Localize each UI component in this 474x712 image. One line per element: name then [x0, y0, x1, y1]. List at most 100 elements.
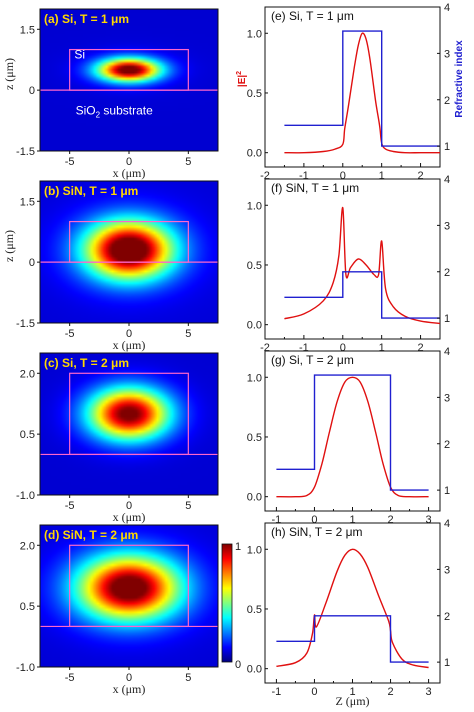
- plot-frame: [264, 178, 441, 340]
- x-tick-label: 2: [387, 686, 393, 698]
- plot-title: (h) SiN, T = 2 μm: [271, 525, 363, 539]
- right-y-tick-label: 2: [444, 439, 450, 451]
- y-tick-label: 0: [29, 85, 35, 97]
- y-axis-label: z (μm): [2, 230, 16, 262]
- y-tick-label: 2.0: [20, 368, 35, 380]
- x-tick-label: -2: [260, 342, 270, 354]
- plot-title: (f) SiN, T = 1 μm: [271, 181, 359, 195]
- field-intensity-line: [284, 32, 440, 154]
- left-y-tick-label: 0.0: [247, 492, 262, 504]
- left-y-tick-label: 1.0: [247, 372, 262, 384]
- x-tick-label: -1: [299, 342, 309, 354]
- right-y-tick-label: 3: [444, 392, 450, 404]
- x-tick-label: 0: [311, 514, 317, 526]
- colorbar: 10: [221, 541, 241, 671]
- mode-panel-b: (b) SiN, T = 1 μm 1.5 0 -1.5 -5 0 5 x (μm) z (μm…: [2, 180, 219, 352]
- panel-label: (b) SiN, T = 1 μm: [44, 184, 138, 198]
- waveguide-outline: [69, 48, 189, 91]
- x-tick-label: 0: [126, 156, 132, 168]
- left-y-tick-label: 0.0: [247, 320, 262, 332]
- colorbar-gradient: [221, 543, 233, 663]
- mode-field-image: [40, 353, 218, 495]
- left-y-tick-label: 1.0: [247, 200, 262, 212]
- plot-frame: [264, 522, 441, 684]
- x-tick-label: 1: [379, 342, 385, 354]
- right-y-tick-label: 4: [444, 518, 450, 530]
- y-tick-label: -1.0: [16, 490, 35, 502]
- right-y-tick-label: 1: [444, 141, 450, 153]
- y-tick-label: 0.5: [20, 601, 35, 613]
- right-y-tick-label: 2: [444, 267, 450, 279]
- x-tick-label: 3: [426, 686, 432, 698]
- y-tick-label: 2.0: [20, 540, 35, 552]
- x-tick-label: 5: [185, 500, 191, 512]
- field-intensity-line: [276, 376, 429, 498]
- x-tick-label: -5: [65, 328, 75, 340]
- colorbar-tick-label: 0: [235, 659, 241, 671]
- mode-field-image: [40, 9, 218, 151]
- x-axis-label: x (μm): [113, 682, 146, 696]
- right-y-tick-label: 4: [444, 346, 450, 358]
- y-tick-label: -1.0: [16, 662, 35, 674]
- right-y-tick-label: 4: [444, 174, 450, 186]
- right-y-tick-label: 2: [444, 95, 450, 107]
- x-axis-label: x (μm): [113, 166, 146, 180]
- region-label: Si: [74, 47, 85, 61]
- refractive-index-line: [284, 271, 440, 319]
- waveguide-outline: [69, 372, 189, 456]
- x-tick-label: 1: [379, 170, 385, 182]
- colorbar-tick-label: 1: [235, 541, 241, 553]
- x-tick-label: 0: [126, 500, 132, 512]
- y-tick-label: -1.5: [16, 146, 35, 158]
- refractive-index-line: [276, 374, 429, 491]
- line-plot-panels: 0.0 0.5 1.0 1 2 3 4 -2 -1 0 1 2 Z (μm) (e) Si, T = 1 …: [236, 2, 465, 708]
- y-tick-label: 0.5: [20, 429, 35, 441]
- x-tick-label: -5: [65, 156, 75, 168]
- plot-title: (g) Si, T = 2 μm: [271, 353, 354, 367]
- y-tick-label: 1.5: [20, 24, 35, 36]
- x-tick-label: 0: [340, 342, 346, 354]
- x-tick-label: 2: [387, 514, 393, 526]
- left-y-tick-label: 0.5: [247, 88, 262, 100]
- left-y-tick-label: 0.0: [247, 664, 262, 676]
- field-intensity-line: [284, 206, 441, 325]
- plot-title: (e) Si, T = 1 μm: [271, 9, 354, 23]
- x-tick-label: 0: [340, 170, 346, 182]
- right-y-axis-label: Refractive index: [454, 40, 465, 118]
- left-y-tick-label: 0.5: [247, 260, 262, 272]
- panel-label: (c) Si, T = 2 μm: [44, 356, 129, 370]
- right-y-tick-label: 1: [444, 657, 450, 669]
- mode-field-image: [40, 181, 218, 323]
- left-y-tick-label: 1.0: [247, 544, 262, 556]
- x-tick-label: 1: [349, 514, 355, 526]
- right-y-tick-label: 3: [444, 564, 450, 576]
- right-y-tick-label: 1: [444, 313, 450, 325]
- mode-panel-d: (d) SiN, T = 2 μm 2.0 0.5 -1.0 -5 0 5 x (μm): [16, 524, 219, 696]
- y-axis-label: z (μm): [2, 58, 16, 90]
- left-y-tick-label: 0.5: [247, 432, 262, 444]
- x-tick-label: -5: [65, 500, 75, 512]
- left-y-tick-label: 0.0: [247, 148, 262, 160]
- refractive-index-line: [276, 615, 429, 663]
- right-y-tick-label: 3: [444, 48, 450, 60]
- x-tick-label: 0: [126, 672, 132, 684]
- plot-panel-h: 0.0 0.5 1.0 1 2 3 4 -1 0 1 2 3 Z (μm) (h) SiN, T = 2 …: [247, 518, 450, 708]
- left-y-tick-label: 0.5: [247, 604, 262, 616]
- x-axis-label: x (μm): [113, 510, 146, 524]
- mode-panel-c: (c) Si, T = 2 μm 2.0 0.5 -1.0 -5 0 5 x (μm): [16, 352, 219, 524]
- x-tick-label: 5: [185, 156, 191, 168]
- left-y-tick-label: 1.0: [247, 28, 262, 40]
- left-y-axis-label: |E|2: [236, 71, 248, 87]
- region-label: SiO2 substrate: [76, 103, 153, 119]
- waveguide-outline: [69, 220, 189, 263]
- right-y-tick-label: 3: [444, 220, 450, 232]
- x-axis-label: x (μm): [113, 338, 146, 352]
- x-tick-label: 0: [311, 686, 317, 698]
- x-tick-label: 0: [126, 328, 132, 340]
- x-tick-label: -5: [65, 672, 75, 684]
- x-axis-label: Z (μm): [335, 694, 369, 708]
- mode-profile-panels: (a) Si, T = 1 μm Si SiO2 substrate 1.5 0 -1.5…: [2, 8, 219, 696]
- panel-label: (a) Si, T = 1 μm: [44, 12, 129, 26]
